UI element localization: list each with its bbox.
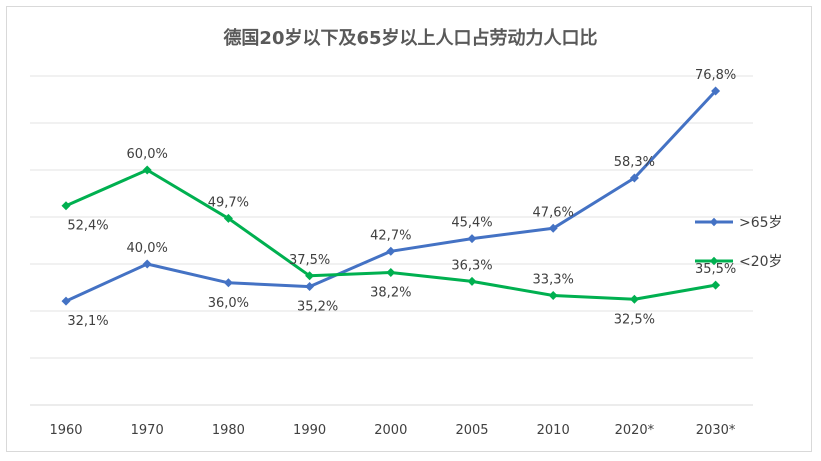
- x-tick-label: 2020*: [615, 423, 655, 438]
- data-label: 32,5%: [614, 312, 655, 327]
- x-tick-label: 1960: [49, 423, 82, 438]
- data-point: [467, 234, 477, 244]
- x-tick-label: 1970: [131, 423, 164, 438]
- legend-label-0: >65岁: [739, 215, 783, 231]
- data-point: [305, 271, 315, 281]
- data-point: [711, 86, 721, 96]
- data-point: [61, 201, 71, 211]
- data-label: 32,1%: [67, 314, 108, 329]
- data-label: 37,5%: [289, 253, 330, 268]
- chart-title: 德国20岁以下及65岁以上人口占劳动力人口比: [223, 28, 598, 49]
- data-point: [223, 278, 233, 288]
- x-tick-label: 2000: [374, 423, 407, 438]
- data-point: [548, 290, 558, 300]
- data-label: 45,4%: [451, 216, 492, 231]
- data-label: 49,7%: [208, 195, 249, 210]
- data-label: 40,0%: [127, 241, 168, 256]
- data-point: [386, 267, 396, 277]
- x-tick-label: 1980: [212, 423, 245, 438]
- data-label: 36,0%: [208, 296, 249, 311]
- x-tick-label: 2005: [455, 423, 488, 438]
- data-point: [223, 213, 233, 223]
- data-label: 52,4%: [67, 219, 108, 234]
- data-label: 38,2%: [370, 285, 411, 300]
- data-label: 47,6%: [533, 205, 574, 220]
- data-label: 58,3%: [614, 155, 655, 170]
- data-point: [629, 294, 639, 304]
- x-tick-label: 1990: [293, 423, 326, 438]
- data-label: 35,2%: [297, 300, 338, 315]
- data-label: 36,3%: [451, 258, 492, 273]
- legend-marker-0: [709, 217, 719, 227]
- data-point: [386, 246, 396, 256]
- data-label: 60,0%: [127, 147, 168, 162]
- data-point: [629, 173, 639, 183]
- data-label: 35,5%: [695, 262, 736, 277]
- legend-label-1: <20岁: [739, 254, 783, 270]
- data-label: 33,3%: [533, 272, 574, 287]
- x-tick-label: 2030*: [696, 423, 736, 438]
- x-tick-label: 2010: [537, 423, 570, 438]
- legend-marker-1: [709, 256, 719, 266]
- data-label: 76,8%: [695, 68, 736, 83]
- data-point: [142, 165, 152, 175]
- data-label: 42,7%: [370, 228, 411, 243]
- data-point: [467, 276, 477, 286]
- data-point: [711, 280, 721, 290]
- data-point: [305, 282, 315, 292]
- data-point: [142, 259, 152, 269]
- chart-frame: [6, 6, 812, 452]
- data-point: [61, 296, 71, 306]
- data-point: [548, 223, 558, 233]
